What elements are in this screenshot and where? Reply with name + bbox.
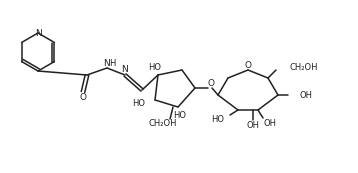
Text: N: N	[122, 66, 129, 75]
Text: HO: HO	[174, 112, 187, 121]
Text: HO: HO	[149, 63, 161, 72]
Text: CH₂OH: CH₂OH	[290, 63, 319, 72]
Text: O: O	[245, 61, 252, 70]
Text: OH: OH	[263, 120, 276, 129]
Text: O: O	[79, 93, 87, 102]
Text: N: N	[103, 60, 110, 69]
Text: HO: HO	[132, 99, 145, 108]
Text: O: O	[208, 80, 214, 89]
Text: CH₂OH: CH₂OH	[149, 119, 177, 128]
Text: HO: HO	[212, 115, 224, 124]
Text: OH: OH	[247, 121, 260, 130]
Text: N: N	[35, 29, 42, 38]
Text: H: H	[109, 60, 115, 69]
Text: OH: OH	[300, 90, 313, 99]
